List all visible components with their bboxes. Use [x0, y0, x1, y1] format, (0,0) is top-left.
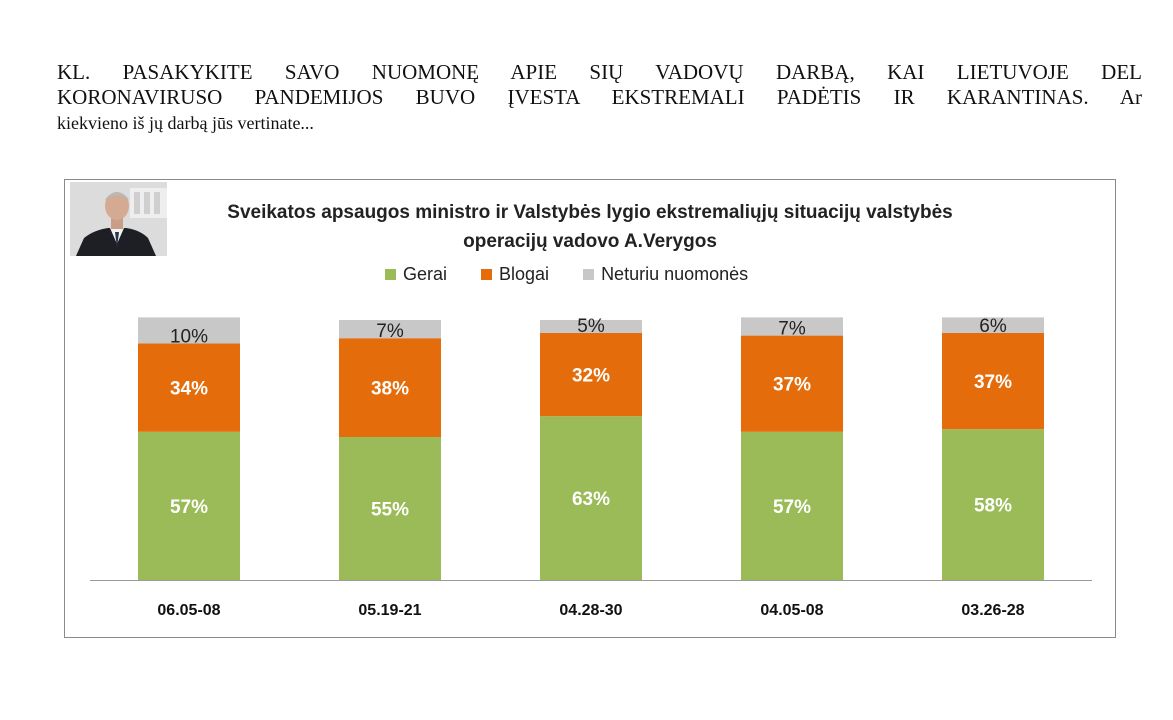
bar-neturiu-2 — [339, 320, 441, 339]
data-label-neturiu-2: 7% — [376, 321, 404, 342]
bar-gerai-4 — [741, 431, 843, 580]
category-label-4: 04.05-08 — [760, 602, 823, 619]
bar-blogai-3 — [540, 333, 642, 417]
data-label-blogai-2: 38% — [371, 379, 409, 400]
bar-gerai-5 — [942, 429, 1044, 580]
legend-swatch-blogai — [481, 268, 493, 280]
category-label-3: 04.28-30 — [559, 602, 622, 619]
data-label-neturiu-3: 5% — [577, 316, 605, 337]
category-label-2: 05.19-21 — [358, 602, 421, 619]
stacked-bar-plot: 57% 34% 10% 06.05-08 55% 38% 7% 05.19-21 63% 32% 5… — [90, 316, 1092, 619]
bar-blogai-4 — [741, 335, 843, 432]
bar-gerai-1 — [138, 431, 240, 580]
bar-blogai-5 — [942, 333, 1044, 430]
chart-title-line-1: Sveikatos apsaugos ministro ir Valstybės… — [227, 202, 953, 223]
chart-title: Sveikatos apsaugos ministro ir Valstybės… — [175, 198, 1005, 256]
bar-neturiu-4 — [741, 317, 843, 336]
minister-photo — [70, 182, 167, 256]
question-line-2: KORONAVIRUSO PANDEMIJOS BUVO ĮVESTA EKST… — [57, 85, 1142, 109]
data-label-blogai-3: 32% — [572, 366, 610, 387]
category-label-1: 06.05-08 — [157, 602, 220, 619]
bar-gerai-3 — [540, 416, 642, 580]
legend-item-neturiu: Neturiu nuomonės — [583, 264, 748, 285]
legend-item-blogai: Blogai — [481, 264, 549, 285]
bar-blogai-2 — [339, 338, 441, 437]
category-label-5: 03.26-28 — [961, 602, 1024, 619]
data-label-gerai-2: 55% — [371, 500, 409, 521]
bar-blogai-1 — [138, 343, 240, 432]
data-label-blogai-1: 34% — [170, 379, 208, 400]
question-line-3: kiekvieno iš jų darbą jūs vertinate... — [57, 113, 314, 133]
legend-item-gerai: Gerai — [385, 264, 447, 285]
bar-neturiu-5 — [942, 317, 1044, 333]
data-label-neturiu-1: 10% — [170, 326, 208, 347]
data-label-gerai-4: 57% — [773, 497, 811, 518]
legend-label-neturiu: Neturiu nuomonės — [601, 263, 749, 284]
data-label-blogai-4: 37% — [773, 375, 811, 396]
chart-panel: Sveikatos apsaugos ministro ir Valstybės… — [64, 179, 1116, 638]
legend-label-blogai: Blogai — [499, 263, 550, 284]
chart-title-line-2: operacijų vadovo A.Verygos — [463, 231, 717, 252]
bar-neturiu-1 — [138, 317, 240, 344]
data-label-neturiu-4: 7% — [778, 319, 806, 340]
legend-swatch-neturiu — [583, 268, 595, 280]
data-label-neturiu-5: 6% — [979, 316, 1007, 337]
question-text: KL. PASAKYKITE SAVO NUOMONĘ APIE SIŲ VAD… — [57, 60, 1142, 136]
question-line-1: KL. PASAKYKITE SAVO NUOMONĘ APIE SIŲ VAD… — [57, 60, 1142, 84]
chart-legend: Gerai Blogai Neturiu nuomonės — [385, 263, 748, 285]
data-label-gerai-5: 58% — [974, 496, 1012, 517]
legend-label-gerai: Gerai — [403, 263, 448, 284]
data-label-gerai-1: 57% — [170, 497, 208, 518]
legend-swatch-gerai — [385, 268, 396, 280]
data-label-gerai-3: 63% — [572, 489, 610, 510]
bar-neturiu-3 — [540, 320, 642, 333]
bar-gerai-2 — [339, 437, 441, 580]
data-label-blogai-5: 37% — [974, 372, 1012, 393]
